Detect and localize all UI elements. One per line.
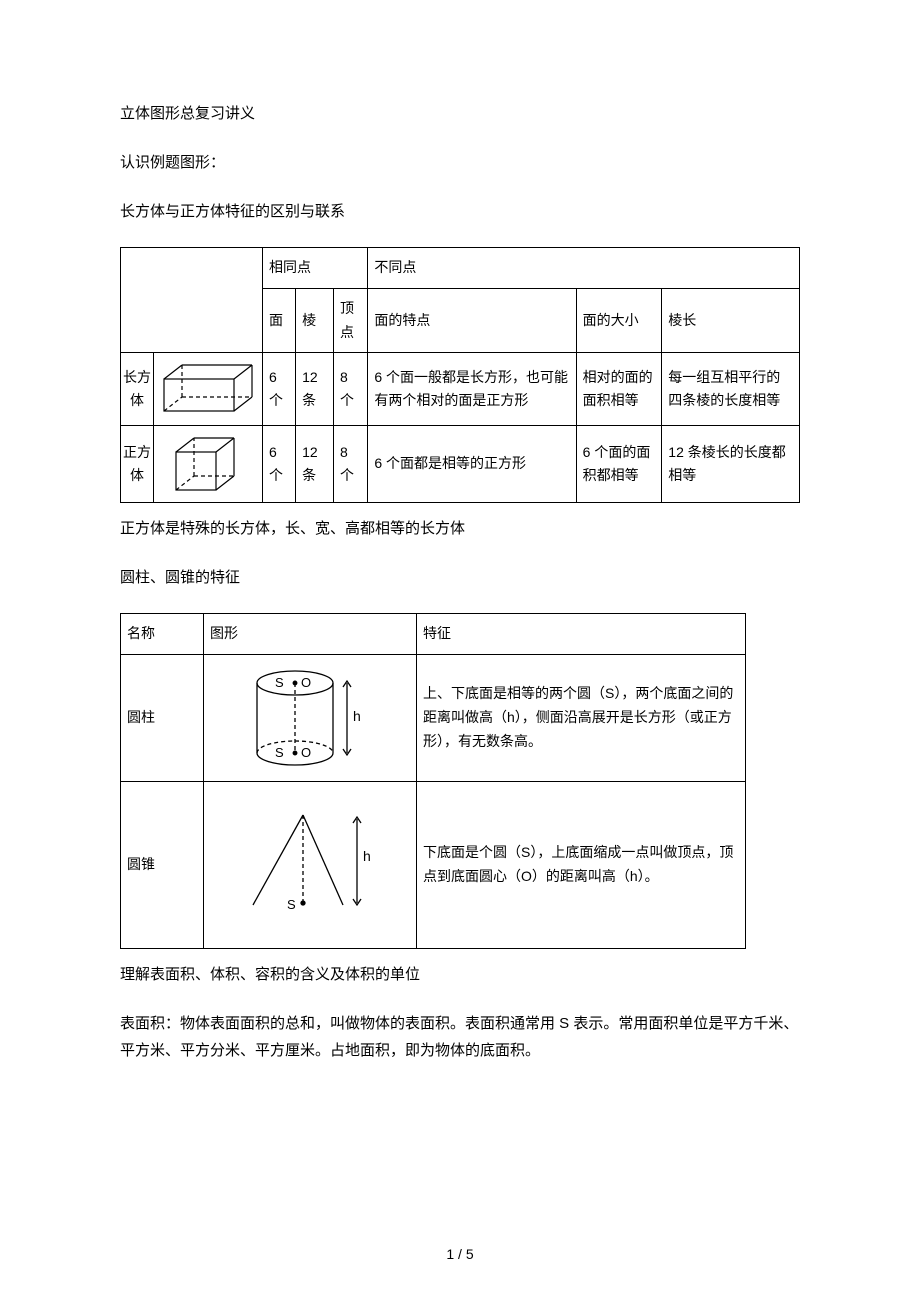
t1-r0-face: 6 个	[263, 353, 296, 426]
t1-r0-edge: 12 条	[296, 353, 334, 426]
t1-h-diff: 不同点	[368, 248, 800, 289]
para-surface: 表面积：物体表面面积的总和，叫做物体的表面积。表面积通常用 S 表示。常用面积单…	[120, 1010, 800, 1064]
intro-1: 认识例题图形：	[120, 149, 800, 176]
t1-blank	[121, 248, 263, 353]
t1-r1-name: 正方体	[121, 426, 154, 503]
t1-r0-edgelen: 每一组互相平行的四条棱的长度相等	[662, 353, 800, 426]
t2-r0-fig: S O S O h	[204, 655, 417, 782]
t1-r1-facefeat: 6 个面都是相等的正方形	[368, 426, 576, 503]
intro-2: 长方体与正方体特征的区别与联系	[120, 198, 800, 225]
cyl-o-bot: O	[301, 745, 311, 760]
t1-r1-fig	[154, 426, 263, 503]
page-footer: 1 / 5	[0, 1246, 920, 1262]
t1-r0-fig	[154, 353, 263, 426]
page: 立体图形总复习讲义 认识例题图形： 长方体与正方体特征的区别与联系 相同点 不同…	[0, 0, 920, 1302]
t1-r0-facefeat: 6 个面一般都是长方形，也可能有两个相对的面是正方形	[368, 353, 576, 426]
t1-h-same: 相同点	[263, 248, 368, 289]
cone-icon: S h	[225, 805, 395, 925]
t1-r0-vertex: 8 个	[334, 353, 368, 426]
t1-h-facefeat: 面的特点	[368, 288, 576, 353]
cyl-s-top: S	[275, 675, 284, 690]
t2-h-feat: 特征	[417, 614, 746, 655]
t1-h-facesize: 面的大小	[576, 288, 662, 353]
t2-r0-feat: 上、下底面是相等的两个圆（S），两个底面之间的距离叫做高（h），侧面沿高展开是长…	[417, 655, 746, 782]
t2-h-name: 名称	[121, 614, 204, 655]
cylinder-icon: S O S O h	[235, 663, 385, 773]
cyl-o-top: O	[301, 675, 311, 690]
t1-r1-face: 6 个	[263, 426, 296, 503]
t1-h-edge: 棱	[296, 288, 334, 353]
cone-s: S	[287, 897, 296, 912]
t1-r1-vertex: 8 个	[334, 426, 368, 503]
t1-r1-edge: 12 条	[296, 426, 334, 503]
note-1: 正方体是特殊的长方体，长、宽、高都相等的长方体	[120, 515, 800, 542]
t1-h-vertex: 顶点	[334, 288, 368, 353]
doc-title: 立体图形总复习讲义	[120, 100, 800, 127]
heading-3: 理解表面积、体积、容积的含义及体积的单位	[120, 961, 800, 988]
t2-r1-feat: 下底面是个圆（S），上底面缩成一点叫做顶点，顶点到底面圆心（O）的距离叫高（h）…	[417, 782, 746, 949]
cuboid-icon	[158, 361, 258, 417]
t1-r0-name: 长方体	[121, 353, 154, 426]
t1-r1-edgelen: 12 条棱长的长度都相等	[662, 426, 800, 503]
cone-h: h	[363, 848, 371, 864]
t1-r0-facesize: 相对的面的面积相等	[576, 353, 662, 426]
t2-h-fig: 图形	[204, 614, 417, 655]
cyl-s-bot: S	[275, 745, 284, 760]
heading-2: 圆柱、圆锥的特征	[120, 564, 800, 591]
table-cuboid-cube: 相同点 不同点 面 棱 顶点 面的特点 面的大小 棱长 长方体	[120, 247, 800, 503]
t2-r0-name: 圆柱	[121, 655, 204, 782]
cube-icon	[168, 434, 248, 494]
cyl-h: h	[353, 708, 361, 724]
table-cylinder-cone: 名称 图形 特征 圆柱	[120, 613, 746, 949]
t2-r1-name: 圆锥	[121, 782, 204, 949]
t1-h-face: 面	[263, 288, 296, 353]
t1-h-edgelen: 棱长	[662, 288, 800, 353]
t2-r1-fig: S h	[204, 782, 417, 949]
t1-r1-facesize: 6 个面的面积都相等	[576, 426, 662, 503]
